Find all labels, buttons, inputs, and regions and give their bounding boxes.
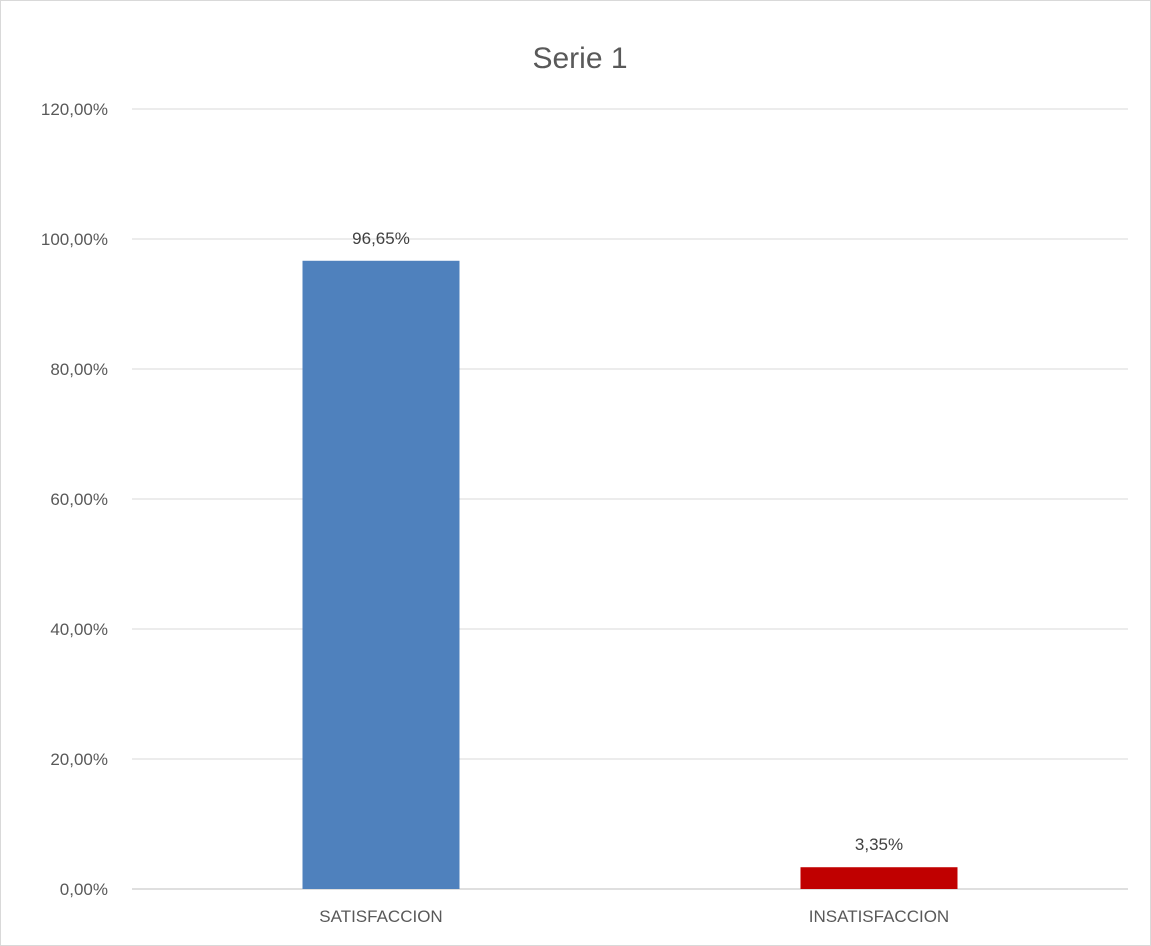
data-labels: 96,65% 3,35% xyxy=(352,229,903,854)
y-tick-label: 20,00% xyxy=(50,750,108,769)
y-tick-label: 0,00% xyxy=(60,880,108,899)
bar-satisfaccion xyxy=(302,260,460,889)
category-label: SATISFACCION xyxy=(319,907,442,926)
bars xyxy=(302,260,958,889)
y-tick-label: 40,00% xyxy=(50,620,108,639)
data-label: 96,65% xyxy=(352,229,410,248)
category-label: INSATISFACCION xyxy=(809,907,949,926)
bar-insatisfaccion xyxy=(800,867,958,889)
y-tick-label: 120,00% xyxy=(41,100,108,119)
category-labels: SATISFACCION INSATISFACCION xyxy=(319,907,949,926)
y-tick-label: 100,00% xyxy=(41,230,108,249)
y-tick-label: 80,00% xyxy=(50,360,108,379)
chart-title: Serie 1 xyxy=(532,42,627,75)
y-tick-label: 60,00% xyxy=(50,490,108,509)
y-axis-tick-labels: 0,00% 20,00% 40,00% 60,00% 80,00% 100,00% 120,… xyxy=(41,100,108,899)
gridlines xyxy=(132,108,1128,890)
data-label: 3,35% xyxy=(855,835,903,854)
